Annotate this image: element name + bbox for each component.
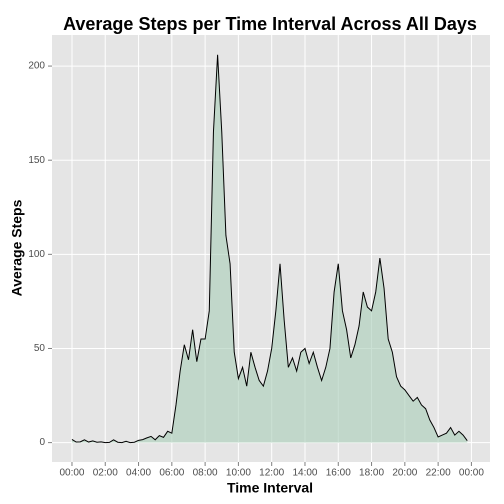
y-tick-label: 0	[39, 437, 45, 448]
x-tick-label: 16:00	[326, 468, 351, 479]
x-tick-label: 20:00	[392, 468, 417, 479]
y-tick-label: 200	[28, 61, 45, 72]
line	[71, 54, 468, 444]
x-tick-label: 02:00	[93, 468, 118, 479]
y-tick-label: 50	[34, 343, 46, 354]
x-tick-label: 12:00	[259, 468, 284, 479]
y-tick-label: 100	[28, 249, 45, 260]
area-fill	[71, 54, 468, 443]
chart-title: Average Steps per Time Interval Across A…	[63, 14, 477, 34]
y-tick-label: 150	[28, 155, 45, 166]
x-tick-label: 00:00	[59, 468, 84, 479]
x-tick-label: 14:00	[292, 468, 317, 479]
x-tick-label: 04:00	[126, 468, 151, 479]
x-tick-label: 00:00	[459, 468, 484, 479]
x-tick-label: 06:00	[159, 468, 184, 479]
x-tick-label: 22:00	[426, 468, 451, 479]
x-tick-label: 08:00	[193, 468, 218, 479]
y-axis-title: Average Steps	[9, 199, 25, 296]
x-axis-title: Time Interval	[227, 480, 313, 496]
x-tick-label: 10:00	[226, 468, 251, 479]
x-tick-label: 18:00	[359, 468, 384, 479]
